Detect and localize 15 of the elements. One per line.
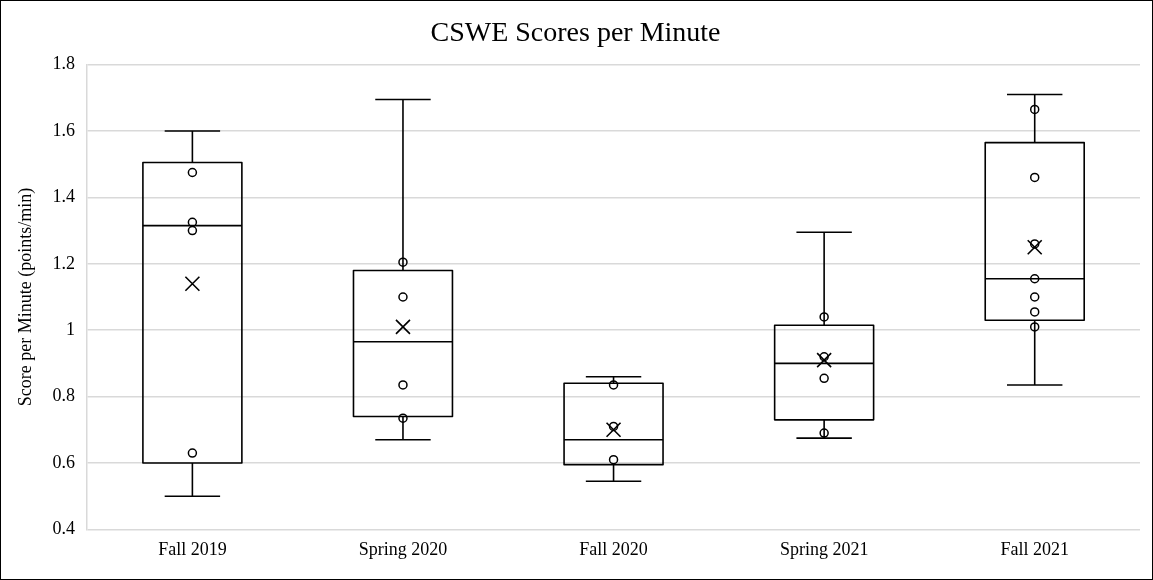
y-tick-label: 1.6 bbox=[52, 119, 76, 140]
x-tick-label: Spring 2020 bbox=[358, 538, 448, 559]
x-tick-label: Fall 2021 bbox=[1000, 538, 1069, 559]
y-tick-label: 1.2 bbox=[52, 252, 76, 273]
y-tick-label: 0.4 bbox=[52, 518, 76, 539]
y-axis-title: Score per Minute (points/min) bbox=[14, 187, 36, 407]
y-tick-label: 1 bbox=[66, 318, 76, 339]
chart-title: CSWE Scores per Minute bbox=[430, 16, 721, 48]
x-tick-label: Spring 2021 bbox=[779, 538, 869, 559]
y-tick-label: 0.8 bbox=[52, 385, 76, 406]
x-tick-label: Fall 2020 bbox=[579, 538, 648, 559]
y-tick-label: 1.8 bbox=[52, 53, 76, 74]
y-tick-label: 1.4 bbox=[52, 186, 76, 207]
x-tick-label: Fall 2019 bbox=[158, 538, 227, 559]
y-tick-label: 0.6 bbox=[52, 451, 76, 472]
